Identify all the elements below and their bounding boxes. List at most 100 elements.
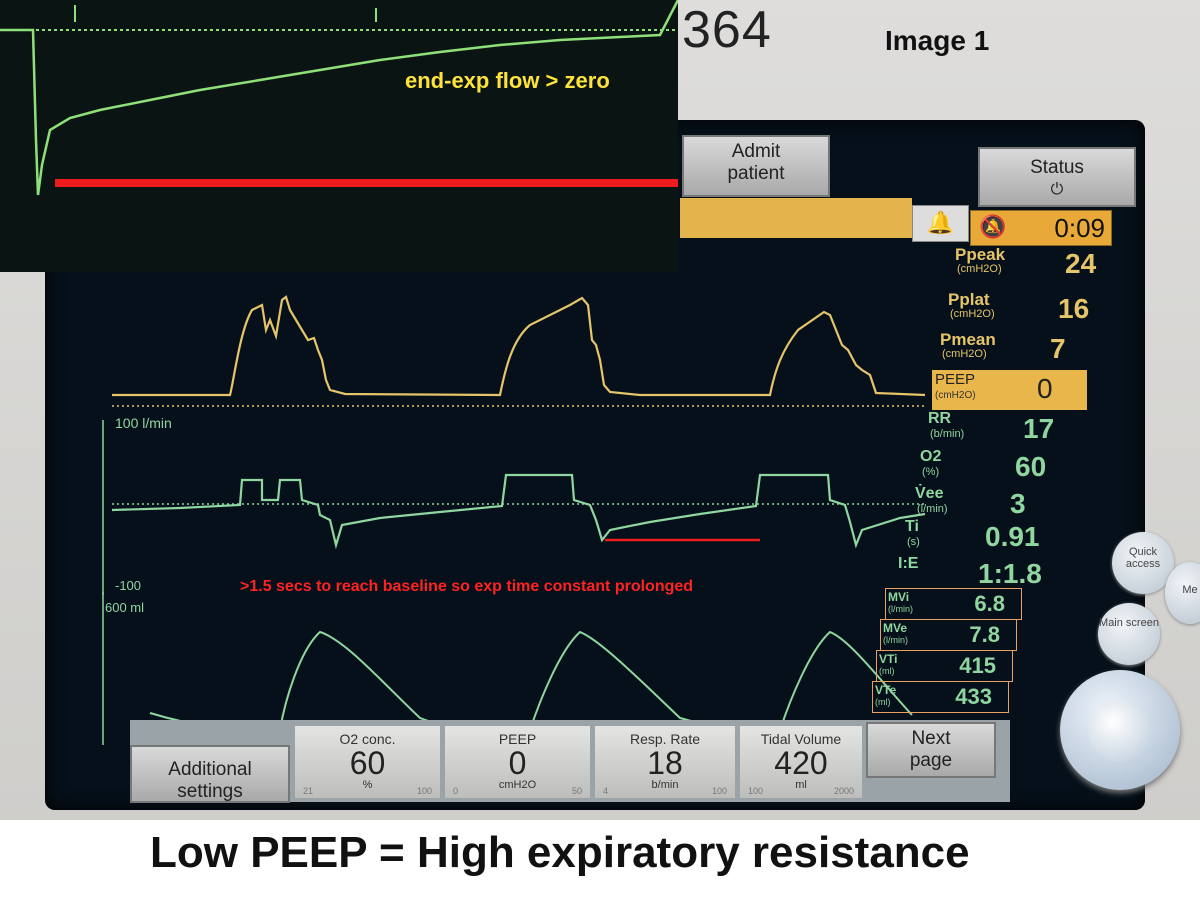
peep-setting-scale: 0 50 xyxy=(445,786,590,796)
ti-value: 0.91 xyxy=(985,521,1040,552)
o2-setting-label: O2 conc. xyxy=(339,731,396,747)
tv-setting-value: 420 xyxy=(774,745,828,781)
admit-label-line1: Admit xyxy=(731,141,781,162)
peep-name: PEEP xyxy=(935,371,976,388)
peep-value: 0 xyxy=(1037,373,1053,404)
o2-setting-unit: % xyxy=(362,779,373,791)
peep-setting-value: 0 xyxy=(508,745,527,781)
rr-scale-max: 100 xyxy=(711,786,727,796)
ppeak-value: 24 xyxy=(1065,248,1097,279)
o2-setting-scale: 21 100 xyxy=(295,786,440,796)
param-ppeak: Ppeak (cmH2O) 24 xyxy=(955,245,1105,285)
status-label: Status xyxy=(1030,157,1084,178)
alarm-message-bar xyxy=(680,198,912,238)
param-mvi: MVi (l/min) 6.8 xyxy=(885,588,1022,620)
param-ti: Ti (s) 0.91 xyxy=(905,518,1055,558)
image-label: Image 1 xyxy=(885,25,990,56)
ppeak-name: Ppeak xyxy=(955,245,1006,264)
next-page-button[interactable]: Next page xyxy=(866,722,996,778)
param-mve: MVe (l/min) 7.8 xyxy=(880,619,1017,651)
param-ie: I:E 1:1.8 xyxy=(898,555,1048,589)
menu-label: Me xyxy=(1182,584,1198,596)
main-screen-button[interactable]: Main screen xyxy=(1098,603,1160,665)
resp-rate-setting[interactable]: Resp. Rate 18 b/min 4 100 xyxy=(595,726,735,798)
ie-value: 1:1.8 xyxy=(978,558,1042,589)
additional-settings-button[interactable]: Additional settings xyxy=(130,745,290,803)
inset-flow-waveform xyxy=(0,0,680,196)
main-rotary-knob[interactable] xyxy=(1060,670,1180,790)
param-pplat: Pplat (cmH2O) 16 xyxy=(948,290,1098,330)
additional-label-line1: Additional xyxy=(168,759,252,780)
rr-value: 17 xyxy=(1023,413,1055,444)
tv-scale-max: 2000 xyxy=(833,786,854,796)
mvi-unit: (l/min) xyxy=(888,604,913,614)
peep-unit: (cmH2O) xyxy=(935,390,976,401)
param-rr: RR (b/min) 17 xyxy=(928,410,1078,450)
menu-button[interactable]: Me xyxy=(1165,562,1200,624)
flow-waveform xyxy=(111,473,926,550)
peep-setting-label: PEEP xyxy=(498,731,537,747)
vti-name: VTi xyxy=(879,652,898,666)
param-peep: PEEP (cmH2O) 0 xyxy=(932,370,1087,410)
o2-scale-max: 100 xyxy=(416,786,432,796)
main-screen-label: Main screen xyxy=(1099,617,1159,629)
tv-setting-scale: 100 2000 xyxy=(740,786,862,796)
rr-unit: (b/min) xyxy=(930,428,965,440)
zoomed-flow-inset: end-exp flow > zero xyxy=(0,0,680,272)
alarm-time: 0:09 xyxy=(1054,213,1105,243)
bell-icon[interactable]: 🔔 xyxy=(912,205,969,242)
peep-setting[interactable]: PEEP 0 cmH2O 0 50 xyxy=(445,726,590,798)
next-label-line2: page xyxy=(909,750,953,771)
admit-patient-button[interactable]: Admit patient xyxy=(682,135,830,197)
param-o2: O2 (%) 60 xyxy=(920,448,1070,488)
ti-name: Ti xyxy=(905,518,919,535)
plug-icon: ⏻ xyxy=(1050,181,1064,198)
flow-scale-top: 100 l/min xyxy=(115,415,172,431)
pplat-value: 16 xyxy=(1058,293,1090,324)
inset-annotation: end-exp flow > zero xyxy=(405,68,610,93)
admit-label-line2: patient xyxy=(727,163,785,184)
o2-conc-setting[interactable]: O2 conc. 60 % 21 100 xyxy=(295,726,440,798)
expiratory-time-note: >1.5 secs to reach baseline so exp time … xyxy=(240,578,694,595)
flow-scale-bottom: -100 xyxy=(115,578,142,593)
vte-name: VTe xyxy=(875,683,897,697)
vee-value: 3 xyxy=(1010,488,1026,519)
tidal-volume-setting[interactable]: Tidal Volume 420 ml 100 2000 xyxy=(740,726,862,798)
next-label-line1: Next xyxy=(911,728,951,749)
inset-waveform xyxy=(0,0,680,196)
knob-center xyxy=(1088,700,1150,762)
tv-scale-min: 100 xyxy=(748,786,764,796)
vte-value: 433 xyxy=(955,684,992,709)
ie-name: I:E xyxy=(898,555,919,572)
param-pmean: Pmean (cmH2O) 7 xyxy=(940,330,1090,370)
param-vte: VTe (ml) 433 xyxy=(872,681,1009,713)
mvi-value: 6.8 xyxy=(974,591,1005,616)
pmean-unit: (cmH2O) xyxy=(942,348,987,360)
quick-access-label: Quick access xyxy=(1125,546,1161,570)
peep-setting-unit: cmH2O xyxy=(498,779,537,791)
caption-area xyxy=(0,820,1200,900)
volume-waveform xyxy=(149,630,913,732)
pressure-waveform xyxy=(112,295,926,397)
o2-unit: (%) xyxy=(922,466,940,478)
peep-scale-min: 0 xyxy=(453,786,459,796)
vti-unit: (ml) xyxy=(879,666,895,676)
status-button[interactable]: Status ⏻ xyxy=(978,147,1136,207)
mve-unit: (l/min) xyxy=(883,635,908,645)
mve-value: 7.8 xyxy=(969,622,1000,647)
o2-name: O2 xyxy=(920,448,942,465)
ti-unit: (s) xyxy=(907,536,920,548)
quick-access-button[interactable]: Quick access xyxy=(1112,532,1174,594)
pplat-name: Pplat xyxy=(948,290,990,309)
caption: Low PEEP = High expiratory resistance xyxy=(150,828,970,877)
additional-label-line2: settings xyxy=(177,781,243,802)
param-vti: VTi (ml) 415 xyxy=(876,650,1013,682)
pplat-unit: (cmH2O) xyxy=(950,308,995,320)
alarm-silenced-icon: 🔕 xyxy=(979,214,1007,239)
rr-setting-unit: b/min xyxy=(651,779,679,791)
alarm-silence-indicator[interactable]: 🔕 0:09 xyxy=(970,210,1112,246)
volume-scale: 600 ml xyxy=(105,600,145,615)
mvi-name: MVi xyxy=(888,590,910,604)
o2-value: 60 xyxy=(1015,451,1047,482)
